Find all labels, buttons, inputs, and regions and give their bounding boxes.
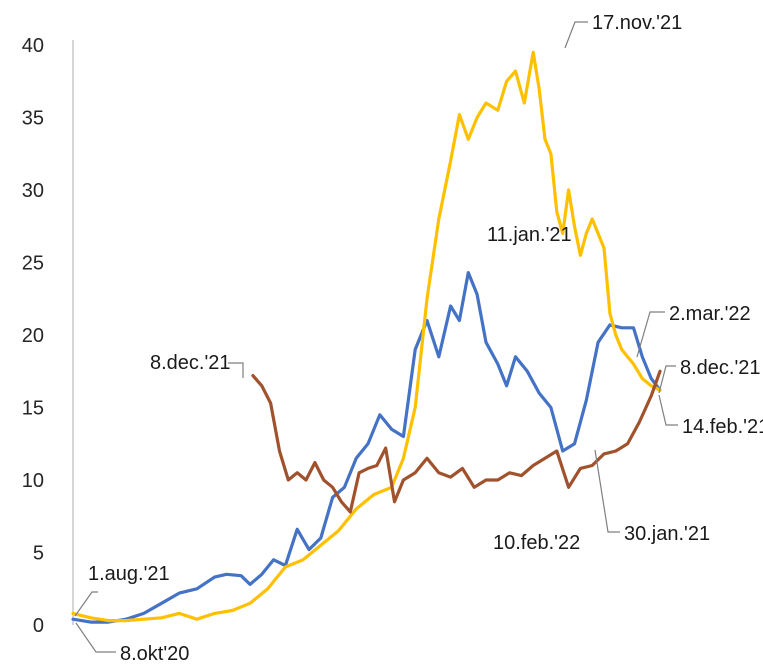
annotation-11-jan-21: 11.jan.'21	[487, 224, 572, 246]
annotation-leader	[658, 365, 676, 394]
annotation-label: 8.dec.'21	[680, 357, 761, 379]
annotation-8-dec-21-right: 8.dec.'21	[658, 357, 761, 394]
annotation-leader	[658, 394, 678, 426]
annotation-leader	[75, 622, 116, 653]
annotation-label: 8.dec.'21	[150, 352, 231, 374]
y-tick-label: 30	[22, 180, 44, 202]
series-line-3	[251, 369, 662, 514]
annotation-1-aug-21: 1.aug.'21	[74, 563, 170, 617]
annotation-label: 14.feb.'21	[682, 416, 763, 438]
y-tick-label: 0	[33, 615, 44, 637]
annotation-leader	[74, 591, 98, 617]
annotation-label: 2.mar.'22	[669, 303, 751, 325]
annotation-label: 30.jan.'21	[624, 523, 710, 545]
y-tick-label: 40	[22, 35, 44, 57]
y-tick-label: 20	[22, 325, 44, 347]
annotation-14-feb-21: 14.feb.'21	[658, 394, 763, 438]
series-line-2	[71, 50, 662, 623]
annotation-leader	[564, 21, 588, 49]
y-tick-label: 10	[22, 470, 44, 492]
annotation-10-feb-22: 10.feb.'22	[493, 532, 580, 554]
annotation-label: 17.nov.'21	[592, 12, 682, 34]
annotation-label: 8.okt'20	[120, 643, 189, 665]
y-tick-label: 15	[22, 398, 44, 420]
y-tick-label: 35	[22, 108, 44, 130]
annotation-8-dec-21-left: 8.dec.'21	[150, 352, 244, 378]
annotation-leader	[594, 449, 620, 533]
series-line-1	[71, 271, 662, 624]
annotation-label: 11.jan.'21	[487, 224, 572, 246]
annotation-17-nov-21: 17.nov.'21	[564, 12, 682, 49]
y-tick-label: 5	[33, 543, 44, 565]
annotation-8-okt-20: 8.okt'20	[75, 622, 189, 665]
annotation-leader	[636, 311, 665, 358]
annotation-label: 10.feb.'22	[493, 532, 580, 554]
annotation-label: 1.aug.'21	[88, 563, 170, 585]
y-tick-label: 25	[22, 253, 44, 275]
series-layer	[71, 50, 662, 624]
y-axis-ticks: 0 5 10 15 20 25 30 35 40	[22, 35, 44, 637]
annotation-leader	[228, 362, 244, 378]
annotation-30-jan-21: 30.jan.'21	[594, 449, 710, 545]
annotation-2-mar-22: 2.mar.'22	[636, 303, 751, 358]
